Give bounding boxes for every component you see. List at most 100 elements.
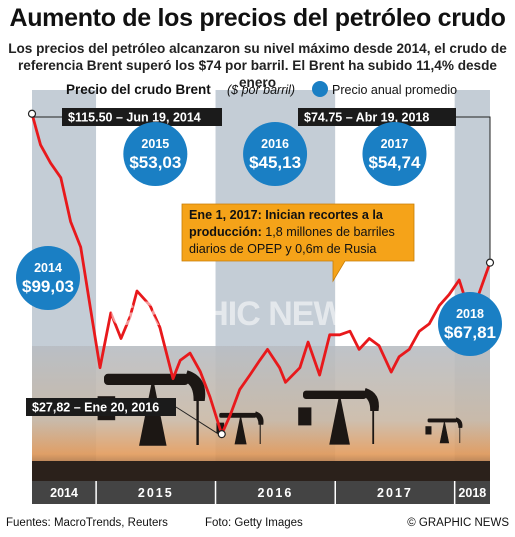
pumpjack-frame (234, 415, 247, 445)
year-label-2017: 2017 (377, 486, 413, 500)
price-point (266, 348, 269, 351)
avg-value-2014: $99,03 (22, 277, 74, 296)
avg-value-2018: $67,81 (444, 323, 496, 342)
pumpjack-counterweight (298, 407, 312, 426)
pumpjack-frame (439, 420, 450, 444)
avg-bubble-2015 (123, 122, 188, 186)
pumpjack-head (183, 370, 206, 402)
low-leader (175, 406, 220, 435)
year-label-2018: 2018 (458, 486, 486, 500)
pumpjack-beam (427, 418, 457, 423)
price-point (172, 377, 174, 380)
price-point (390, 371, 393, 374)
footer-credit: © GRAPHIC NEWS (407, 517, 509, 529)
price-point (278, 366, 281, 369)
high-label: $115.50 – Jun 19, 2014 (68, 111, 201, 125)
pumpjack-2 (298, 388, 379, 445)
price-point (129, 315, 132, 318)
price-point (49, 162, 52, 164)
price-point (318, 374, 321, 376)
pumpjack-head (455, 417, 463, 428)
price-point (120, 337, 122, 340)
page-title: Aumento de los precios del petróleo crud… (9, 4, 506, 32)
price-point (136, 290, 138, 292)
brent-price-chart: 2014 2015 2016 2017 2018 Precio del crudo Bre… (16, 81, 502, 504)
low-label: $27,82 – Ene 20, 2016 (32, 401, 159, 415)
price-point (149, 304, 151, 307)
price-point (189, 352, 191, 355)
price-point (458, 279, 461, 281)
pumpjack-beam (302, 390, 367, 400)
price-point (229, 414, 232, 417)
high-leader (31, 116, 62, 118)
year-label-2014: 2014 (50, 486, 78, 500)
subtitle-line-1: Los precios del petróleo alcanzaron su n… (8, 41, 507, 56)
avg-bubble-2014 (16, 246, 80, 310)
watermark: GRAPHIC NEWS (110, 295, 367, 333)
latest-label: $74.75 – Abr 19, 2018 (304, 111, 429, 125)
latest-point-marker (485, 258, 495, 267)
price-point (428, 322, 431, 325)
callout-line-3: diarios de OPEP y 0,6m de Rusia (189, 242, 376, 256)
price-point (159, 326, 161, 329)
price-point (299, 366, 301, 369)
production-cut-callout: Ene 1, 2017: Inician recortes a la produc… (181, 203, 415, 283)
low-label-box (26, 398, 176, 416)
avg-year-2017: 2017 (381, 137, 409, 151)
avg-value-2016: $45,13 (249, 153, 301, 172)
price-point (238, 388, 241, 391)
avg-bubble-2017 (362, 122, 427, 186)
footer-sources: Fuentes: MacroTrends, Reuters (6, 517, 168, 529)
chart-area: 2014 2015 2016 2017 2018 Precio del crudo Bre… (0, 76, 515, 509)
avg-year-2015: 2015 (141, 137, 169, 151)
footer-photo: Foto: Getty Images (205, 517, 303, 529)
price-point (358, 348, 361, 351)
latest-leader (456, 116, 491, 259)
price-point (79, 246, 82, 249)
price-point (39, 143, 42, 146)
price-point (284, 381, 287, 384)
chart-units: ($ por barril) (227, 83, 295, 97)
price-point (179, 359, 182, 362)
footer: Fuentes: MacroTrends, Reuters Foto: Gett… (0, 514, 515, 534)
price-point (368, 337, 371, 340)
price-point (378, 344, 380, 347)
price-point (258, 359, 261, 362)
photo-ground (32, 461, 490, 481)
avg-bubble-2018 (438, 292, 502, 356)
low-point-marker (217, 430, 226, 439)
pumpjack-counterweight (425, 426, 432, 435)
legend-marker (312, 81, 328, 97)
price-point (408, 348, 411, 351)
price-point (99, 366, 101, 369)
price-point (209, 396, 211, 398)
latest-label-box (298, 108, 456, 126)
price-point (448, 293, 451, 296)
price-point (338, 333, 341, 336)
price-point (438, 304, 441, 307)
callout-line-2: producción: 1,8 millones de barriles (189, 225, 395, 239)
price-point (328, 333, 331, 336)
avg-value-2015: $53,03 (129, 153, 181, 172)
price-point (199, 370, 202, 373)
price-point (418, 330, 421, 333)
price-point (307, 341, 310, 344)
price-point (109, 312, 112, 314)
year-axis-bar (32, 481, 490, 504)
chart-title: Precio del crudo Brent (66, 82, 211, 97)
price-point (59, 176, 62, 179)
subtitle: Los precios del petróleo alcanzaron su n… (0, 40, 515, 91)
price-point (349, 330, 351, 333)
price-point (69, 220, 72, 223)
subtitle-line-2: referencia Brent superó los $74 por barr… (18, 58, 497, 90)
avg-bubble-2016 (243, 122, 308, 186)
price-point (89, 308, 92, 311)
price-point (398, 355, 400, 358)
callout-line-1: Ene 1, 2017: Inician recortes a la (189, 208, 384, 222)
price-point (248, 374, 251, 376)
avg-year-2018: 2018 (456, 307, 484, 321)
high-label-box (62, 108, 222, 126)
pumpjack-frame (329, 395, 350, 445)
avg-year-2016: 2016 (261, 137, 289, 151)
